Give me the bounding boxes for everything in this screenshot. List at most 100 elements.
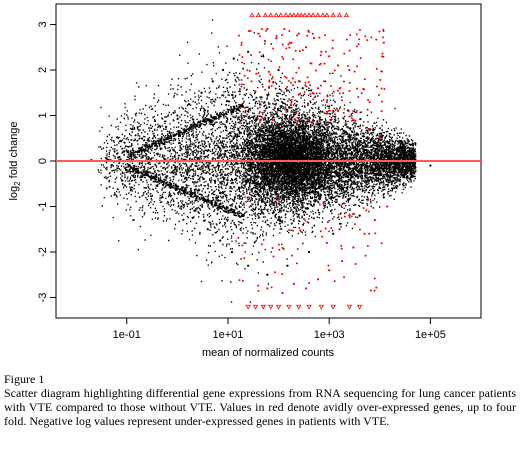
significant-cloud-point-208 <box>329 85 332 88</box>
significant-cloud-point-80 <box>382 118 385 121</box>
significant-cloud-point-135 <box>357 43 360 46</box>
significant-cloud-point-26 <box>364 35 367 38</box>
significant-cloud-point-251 <box>363 88 366 91</box>
significant-cloud-point-93 <box>241 279 244 282</box>
significant-cloud-point-20 <box>343 215 346 218</box>
significant-cloud-point-236 <box>268 80 271 83</box>
significant-cloud-point-197 <box>353 70 356 73</box>
significant-cloud-point-196 <box>296 262 299 265</box>
significant-cloud-point-227 <box>348 89 351 92</box>
significant-cloud-point-155 <box>270 286 273 289</box>
significant-cloud-point-202 <box>341 99 344 102</box>
significant-point-61 <box>386 205 389 208</box>
significant-cloud-point-256 <box>308 30 311 33</box>
significant-cloud-point-154 <box>380 87 383 90</box>
significant-cloud-point-170 <box>237 236 240 239</box>
significant-cloud-point-40 <box>277 198 280 201</box>
significant-cloud-point-239 <box>367 99 370 102</box>
significant-cloud-point-132 <box>309 84 312 87</box>
significant-cloud-point-140 <box>257 284 260 287</box>
significant-point-6 <box>283 12 289 18</box>
significant-cloud-point-252 <box>289 81 292 84</box>
significant-point-0 <box>249 12 255 18</box>
significant-cloud-point-226 <box>257 72 260 75</box>
significant-cloud-point-94 <box>287 43 290 46</box>
point-28 <box>206 228 209 231</box>
significant-cloud-point-114 <box>380 110 383 113</box>
point-17 <box>328 105 331 108</box>
significant-point-17 <box>330 12 336 18</box>
significant-cloud-point-249 <box>357 96 360 99</box>
y-tick-label-5: 2 <box>37 67 49 73</box>
significant-cloud-point-156 <box>282 58 285 61</box>
significant-cloud-point-18 <box>325 50 328 53</box>
x-tick-label-1: 1e+01 <box>213 329 244 341</box>
significant-point-2 <box>262 12 269 18</box>
point-8 <box>187 103 191 106</box>
significant-cloud-point-85 <box>258 110 261 113</box>
y-tick-label-0: -3 <box>37 293 49 303</box>
significant-point-36 <box>367 128 370 131</box>
significant-cloud-point-157 <box>264 121 267 124</box>
significant-cloud-point-92 <box>362 206 365 209</box>
significant-cloud-point-243 <box>303 217 306 220</box>
significant-point-48 <box>330 304 336 310</box>
significant-cloud-point-144 <box>364 254 367 257</box>
significant-cloud-point-48 <box>281 246 284 249</box>
significant-cloud-point-22 <box>363 78 366 81</box>
significant-point-13 <box>310 12 316 18</box>
point-27 <box>191 216 194 219</box>
significant-cloud-point-121 <box>258 51 261 54</box>
significant-cloud-point-213 <box>311 32 314 35</box>
significant-point-50 <box>356 304 363 310</box>
significant-cloud-point-161 <box>308 120 311 123</box>
significant-cloud-point-193 <box>356 65 359 68</box>
point-2 <box>117 156 121 159</box>
significant-cloud-point-209 <box>365 209 368 212</box>
significant-cloud-point-97 <box>358 29 361 32</box>
significant-point-23 <box>283 27 286 31</box>
point-11 <box>221 68 225 72</box>
significant-cloud-point-172 <box>353 212 356 215</box>
point-21 <box>110 164 113 167</box>
significant-cloud-point-124 <box>270 42 273 45</box>
significant-cloud-point-247 <box>333 280 336 283</box>
point-15 <box>277 68 280 72</box>
significant-cloud-point-5 <box>319 230 322 233</box>
significant-point-25 <box>297 32 300 35</box>
significant-point-12 <box>306 12 312 18</box>
significant-cloud-point-29 <box>360 92 363 95</box>
significant-cloud-point-159 <box>366 245 369 248</box>
significant-cloud-point-211 <box>281 113 284 116</box>
x-tick-label-0: 1e-01 <box>113 329 141 341</box>
significant-cloud-point-78 <box>297 117 300 120</box>
significant-cloud-point-91 <box>241 55 244 58</box>
ma-scatter-plot: 1e-01 1e+01 1e+03 1e+05 -3 -2 -1 0 1 2 3 mean of … <box>8 3 482 359</box>
significant-cloud-point-175 <box>275 34 278 37</box>
significant-cloud-point-96 <box>318 203 321 206</box>
significant-cloud-point-142 <box>312 92 315 95</box>
significant-cloud-point-86 <box>366 199 369 202</box>
significant-cloud-point-24 <box>281 43 284 46</box>
significant-cloud-point-253 <box>297 93 300 96</box>
x-axis-label: mean of normalized counts <box>202 347 335 359</box>
point-35 <box>332 232 335 235</box>
significant-cloud-point-51 <box>306 102 309 105</box>
significant-cloud-point-258 <box>298 80 301 83</box>
point-33 <box>286 264 289 267</box>
significant-cloud-point-112 <box>343 276 346 279</box>
significant-cloud-point-203 <box>307 119 310 122</box>
significant-cloud-point-77 <box>369 289 372 292</box>
significant-cloud-point-167 <box>375 67 378 70</box>
significant-cloud-point-248 <box>267 70 270 73</box>
y-tick-label-4: 1 <box>37 112 49 118</box>
significant-cloud-point-9 <box>332 90 335 93</box>
significant-cloud-point-149 <box>288 41 291 44</box>
significant-cloud-point-152 <box>240 41 243 44</box>
significant-cloud-point-90 <box>323 34 326 37</box>
significant-cloud-point-222 <box>382 30 385 33</box>
significant-cloud-point-169 <box>297 66 300 69</box>
significant-cloud-point-122 <box>354 120 357 123</box>
significant-point-42 <box>268 304 274 310</box>
significant-cloud-point-107 <box>343 202 346 205</box>
